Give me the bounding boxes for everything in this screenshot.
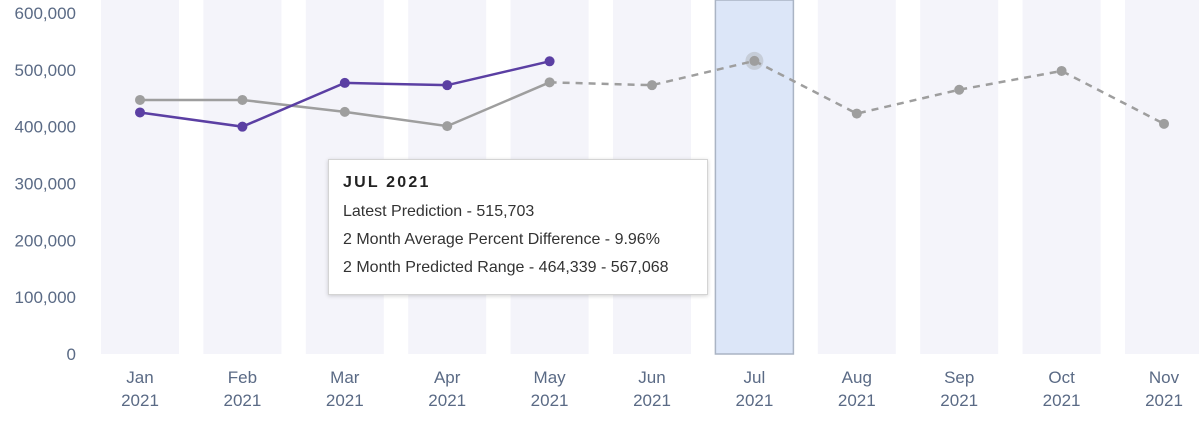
data-point xyxy=(851,108,862,119)
y-tick-label: 100,000 xyxy=(15,288,76,307)
x-tick-label-month: Mar xyxy=(330,368,360,387)
x-tick-label-year: 2021 xyxy=(531,391,569,410)
x-tick-label-month: Jun xyxy=(638,368,665,387)
x-tick-label-month: Jan xyxy=(126,368,153,387)
y-tick-label: 300,000 xyxy=(15,175,76,194)
x-tick-label-month: Sep xyxy=(944,368,974,387)
data-point xyxy=(544,56,555,67)
x-tick-label-month: May xyxy=(534,368,567,387)
data-point xyxy=(237,94,248,105)
x-tick-label-year: 2021 xyxy=(223,391,261,410)
x-tick-label-month: Aug xyxy=(842,368,872,387)
data-point xyxy=(339,77,350,88)
tooltip-average-percent-difference: 2 Month Average Percent Difference - 9.9… xyxy=(343,231,660,248)
data-point xyxy=(954,84,965,95)
x-tick-label-year: 2021 xyxy=(1145,391,1183,410)
column-band xyxy=(1022,0,1101,354)
column-band xyxy=(817,0,896,354)
data-point xyxy=(442,121,453,132)
data-point xyxy=(442,80,453,91)
chart-tooltip: JUL 2021 Latest Prediction - 515,703 2 M… xyxy=(328,159,708,295)
x-tick-label-year: 2021 xyxy=(1043,391,1081,410)
tooltip-predicted-range: 2 Month Predicted Range - 464,339 - 567,… xyxy=(343,259,669,276)
y-tick-label: 0 xyxy=(67,345,76,364)
data-point xyxy=(544,77,555,88)
y-tick-label: 500,000 xyxy=(15,61,76,80)
column-band xyxy=(1125,0,1199,354)
data-point xyxy=(749,55,760,66)
x-tick-label-year: 2021 xyxy=(633,391,671,410)
column-band xyxy=(101,0,179,354)
x-tick-label-year: 2021 xyxy=(326,391,364,410)
data-point xyxy=(237,121,248,132)
tooltip-title: JUL 2021 xyxy=(343,174,431,191)
x-tick-label-month: Oct xyxy=(1048,368,1075,387)
x-tick-label-year: 2021 xyxy=(735,391,773,410)
data-point xyxy=(135,107,145,118)
data-point xyxy=(1056,65,1067,76)
x-tick-label-year: 2021 xyxy=(121,391,159,410)
y-tick-label: 600,000 xyxy=(15,4,76,23)
data-point xyxy=(1159,118,1169,129)
y-tick-label: 400,000 xyxy=(15,118,76,137)
data-point xyxy=(647,80,657,91)
x-tick-label-year: 2021 xyxy=(940,391,978,410)
data-point xyxy=(135,94,145,105)
x-tick-label-month: Jul xyxy=(744,368,766,387)
column-band xyxy=(920,0,999,354)
x-tick-label-month: Nov xyxy=(1149,368,1180,387)
x-tick-label-year: 2021 xyxy=(428,391,466,410)
x-tick-label-year: 2021 xyxy=(838,391,876,410)
tooltip-latest-prediction: Latest Prediction - 515,703 xyxy=(343,203,535,220)
x-tick-label-month: Feb xyxy=(228,368,257,387)
data-point xyxy=(339,106,350,117)
y-tick-label: 200,000 xyxy=(15,231,76,250)
x-tick-label-month: Apr xyxy=(434,368,461,387)
column-band xyxy=(203,0,282,354)
